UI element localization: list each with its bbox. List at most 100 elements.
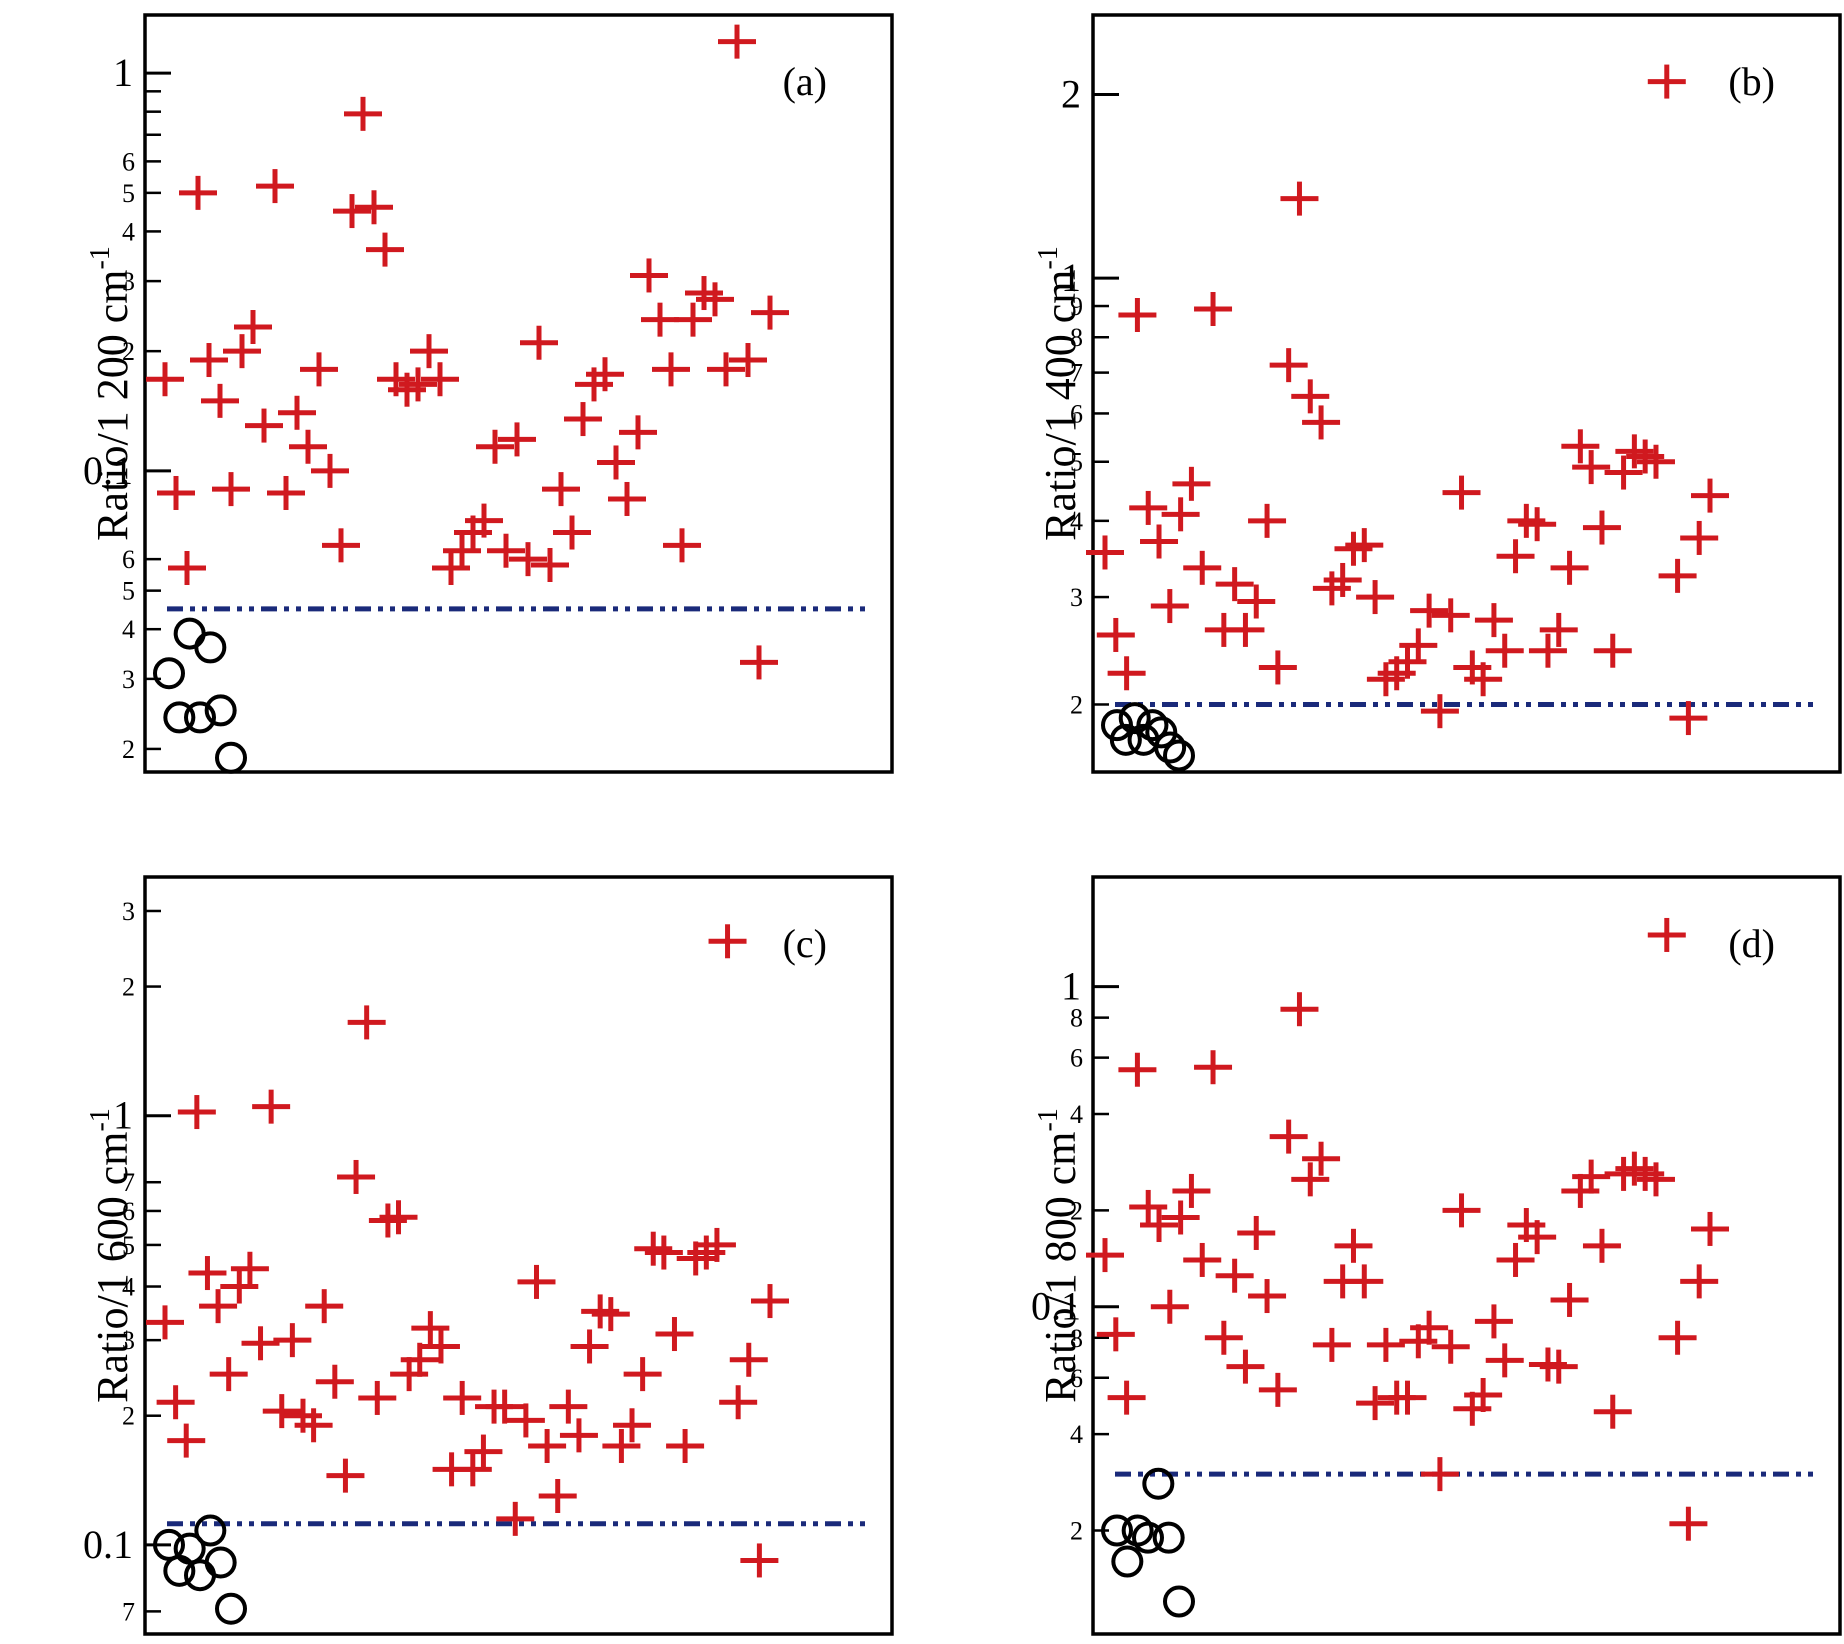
cross-point (634, 1231, 673, 1266)
cross-point (1258, 650, 1297, 685)
cross-point (520, 325, 558, 360)
plot-frame (143, 875, 894, 1636)
cross-point (294, 1408, 333, 1443)
cross-point (326, 1458, 365, 1493)
cross-point (333, 194, 371, 229)
cross-point (1356, 580, 1395, 615)
y-minor-tick: 6 (1070, 399, 1109, 428)
cross-point (1518, 507, 1557, 542)
y-major-tick: 1 (1061, 964, 1119, 1009)
cross-point (1431, 598, 1470, 633)
circle-point (163, 701, 196, 734)
cross-point (1420, 694, 1459, 729)
cross-point (1680, 1264, 1719, 1299)
cross-point (1539, 612, 1578, 647)
cross-point (1496, 1242, 1535, 1277)
cross-point (1269, 348, 1308, 383)
cross-point (707, 352, 745, 387)
y-minor-tick: 9 (1070, 292, 1109, 321)
y-minor-tick-label: 3 (122, 897, 135, 926)
cross-point (591, 1297, 630, 1332)
y-minor-tick: 3 (122, 267, 161, 296)
cross-point (1302, 405, 1341, 440)
circle-point (173, 617, 206, 650)
cross-point (1334, 1228, 1373, 1263)
cross-point (443, 533, 481, 568)
cross-point (220, 1269, 259, 1304)
cross-point (358, 1380, 397, 1415)
y-axis-label-text: Ratio/1 200 cm (88, 270, 137, 541)
y-minor-tick: 2 (1070, 690, 1109, 719)
cross-point (549, 1389, 588, 1424)
cross-point (146, 362, 184, 397)
y-minor-tick: 6 (1070, 1044, 1109, 1073)
y-axis-label-superscript: -1 (1033, 1108, 1064, 1131)
cross-point (751, 295, 789, 330)
cross-point (421, 1329, 460, 1364)
cross-point (1496, 539, 1535, 574)
y-axis-label: Ratio/1 800 cm-1 (1033, 1108, 1085, 1403)
cross-point (1550, 550, 1589, 585)
circle-point (215, 1592, 247, 1625)
cross-point (1096, 1317, 1135, 1352)
cross-point (1366, 1327, 1405, 1362)
cross-point (1680, 520, 1719, 555)
cross-point (344, 96, 382, 131)
cross-point (1582, 1228, 1621, 1263)
y-minor-tick: 4 (1070, 1100, 1109, 1129)
y-minor-tick-label: 8 (1070, 323, 1083, 352)
cross-point (300, 352, 338, 387)
cross-point (619, 415, 657, 450)
cross-point (289, 429, 327, 464)
cross-point (1161, 1200, 1200, 1235)
cross-point (201, 383, 239, 418)
cross-point (1442, 1193, 1481, 1228)
y-minor-tick-label: 7 (122, 1597, 135, 1626)
cross-point (1485, 1343, 1524, 1378)
y-minor-tick-label: 5 (1070, 448, 1083, 477)
cross-point (1107, 1380, 1146, 1415)
y-major-tick: 0.1 (83, 1522, 171, 1567)
cross-point (190, 343, 228, 378)
cross-point (1356, 1386, 1395, 1421)
cross-point (506, 1403, 545, 1438)
y-minor-tick-label: 2 (122, 337, 135, 366)
cross-point (355, 190, 393, 225)
cross-point (234, 310, 272, 345)
y-minor-tick-label: 2 (122, 735, 135, 764)
cross-point (1258, 1372, 1297, 1407)
cross-point (531, 548, 569, 583)
circle-point (204, 1546, 237, 1579)
cross-point (1464, 662, 1503, 697)
cross-point (498, 422, 536, 457)
y-axis-label: Ratio/1 400 cm-1 (1033, 246, 1085, 541)
cross-point (315, 1364, 354, 1399)
circle-point (194, 1514, 227, 1547)
cross-point (1140, 1208, 1179, 1243)
y-minor-tick: 4 (1070, 1420, 1109, 1449)
y-minor-tick: 5 (122, 179, 161, 208)
cross-point (740, 645, 778, 680)
y-minor-tick-label: 4 (1070, 507, 1083, 536)
y-minor-tick-label: 3 (122, 267, 135, 296)
circle-point (1136, 709, 1169, 742)
cross-point (267, 475, 305, 510)
plot-frame (143, 13, 894, 774)
y-minor-tick: 8 (1070, 1004, 1109, 1033)
cross-point (729, 1342, 768, 1377)
cross-point (399, 367, 437, 402)
cross-point (1150, 589, 1189, 624)
cross-point (1669, 1506, 1708, 1541)
cross-point (1582, 510, 1621, 545)
cross-point (1118, 1052, 1157, 1087)
y-minor-tick: 6 (122, 147, 161, 176)
cross-point (1129, 1189, 1168, 1224)
circle-point (1111, 1545, 1144, 1578)
y-minor-tick-label: 5 (122, 577, 135, 606)
cross-point (630, 258, 668, 293)
cross-point (1572, 1159, 1611, 1194)
y-major-tick-label: 0.1 (1031, 1284, 1081, 1329)
y-minor-tick-label: 2 (1070, 690, 1083, 719)
